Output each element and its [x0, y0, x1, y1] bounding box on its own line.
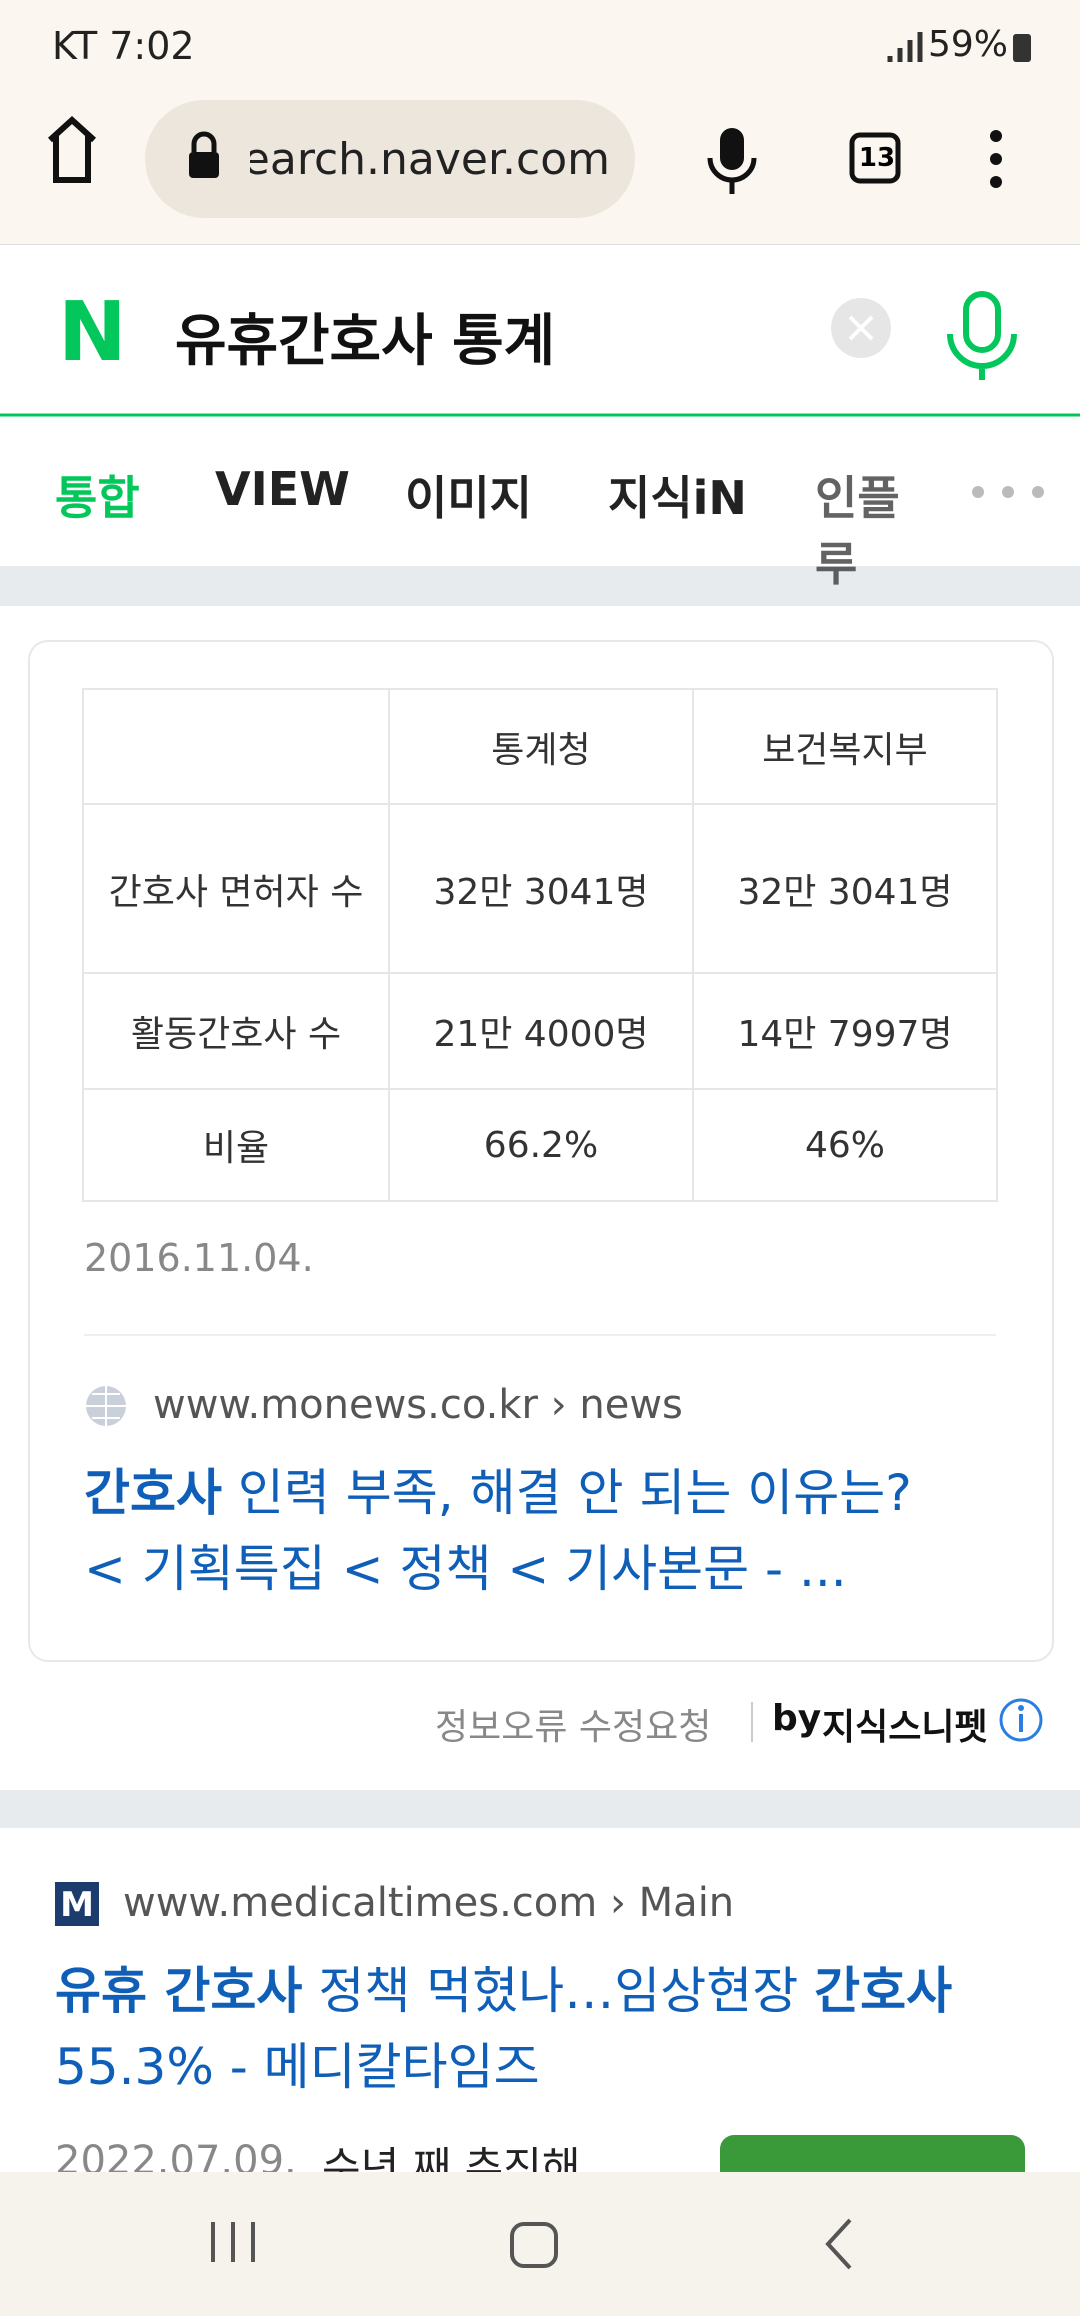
- title-part: 인력 부족, 해결 안 되는 이유는? < 기획특집 < 정책 < 기사본문 -…: [84, 1464, 912, 1598]
- table-cell: 간호사 면허자 수: [82, 803, 390, 974]
- globe-icon: [86, 1386, 126, 1426]
- table-cell: 66.2%: [388, 1088, 694, 1202]
- title-part: 55.3% - 메디칼타임즈: [55, 2038, 540, 2096]
- logo[interactable]: N: [58, 285, 127, 380]
- table-row: 통계청 보건복지부: [82, 688, 999, 805]
- title-part: 정책 먹혔나…임상현장: [302, 1962, 815, 2020]
- url[interactable]: search.naver.com: [250, 134, 610, 185]
- nav-icons: [211, 2218, 852, 2270]
- battery-text: 59%: [928, 24, 1009, 65]
- svg-text:M: M: [60, 1885, 94, 1925]
- card: [28, 640, 1054, 1662]
- report-link[interactable]: 정보오류 수정요청: [435, 1707, 712, 1748]
- table-row: 비율 66.2% 46%: [82, 1088, 999, 1202]
- table-cell: 46%: [691, 1088, 999, 1202]
- tab[interactable]: VIEW: [215, 462, 350, 516]
- table-cell: [82, 688, 390, 805]
- source[interactable]: www.medicaltimes.com › Main: [123, 1880, 735, 1926]
- table-cell: 통계청: [388, 688, 694, 805]
- query[interactable]: 유휴간호사 통계: [175, 309, 556, 374]
- title-part: 유휴 간호사: [55, 1962, 303, 2020]
- title-part: 간호사: [84, 1464, 222, 1522]
- table-row: 간호사 면허자 수 32만 3041명 32만 3041명: [82, 803, 999, 974]
- table-cell: 32만 3041명: [388, 803, 694, 974]
- result-title[interactable]: 간호사 인력 부족, 해결 안 되는 이유는? < 기획특집 < 정책 < 기사…: [84, 1455, 924, 1607]
- snippet-brand: 지식스니펫: [822, 1707, 988, 1748]
- footer-icons: [751, 1698, 1043, 1742]
- search-icons: [0, 291, 1080, 606]
- tab-count[interactable]: 13: [858, 143, 896, 173]
- title-part: 간호사: [814, 1962, 953, 2020]
- nav-bar: [0, 2172, 1080, 2316]
- table-cell: 32만 3041명: [691, 803, 999, 974]
- tab[interactable]: 인플루: [815, 471, 900, 591]
- site-icon: M: [55, 1882, 99, 1926]
- source[interactable]: www.monews.co.kr › news: [153, 1382, 683, 1428]
- tab[interactable]: 통합: [55, 471, 140, 525]
- divider: [84, 1334, 996, 1336]
- stats-table: 통계청 보건복지부 간호사 면허자 수 32만 3041명 32만 3041명 활동간호사…: [82, 688, 999, 1202]
- tab[interactable]: 이미지: [405, 471, 532, 525]
- date: 2016.11.04.: [84, 1236, 314, 1280]
- table-cell: 비율: [82, 1088, 390, 1202]
- browser-icons: [0, 32, 1080, 245]
- table-cell: 보건복지부: [691, 688, 999, 805]
- table-cell: 활동간호사 수: [82, 972, 390, 1090]
- tab[interactable]: 지식iN: [608, 471, 747, 525]
- carrier-time: KT 7:02: [52, 24, 195, 68]
- table-cell: 14만 7997명: [691, 972, 999, 1090]
- by: by: [772, 1698, 822, 1739]
- table-row: 활동간호사 수 21만 4000명 14만 7997명: [82, 972, 999, 1090]
- result-title[interactable]: 유휴 간호사 정책 먹혔나…임상현장 간호사 55.3% - 메디칼타임즈: [55, 1953, 955, 2105]
- gap: [0, 1790, 1080, 1828]
- table-cell: 21만 4000명: [388, 972, 694, 1090]
